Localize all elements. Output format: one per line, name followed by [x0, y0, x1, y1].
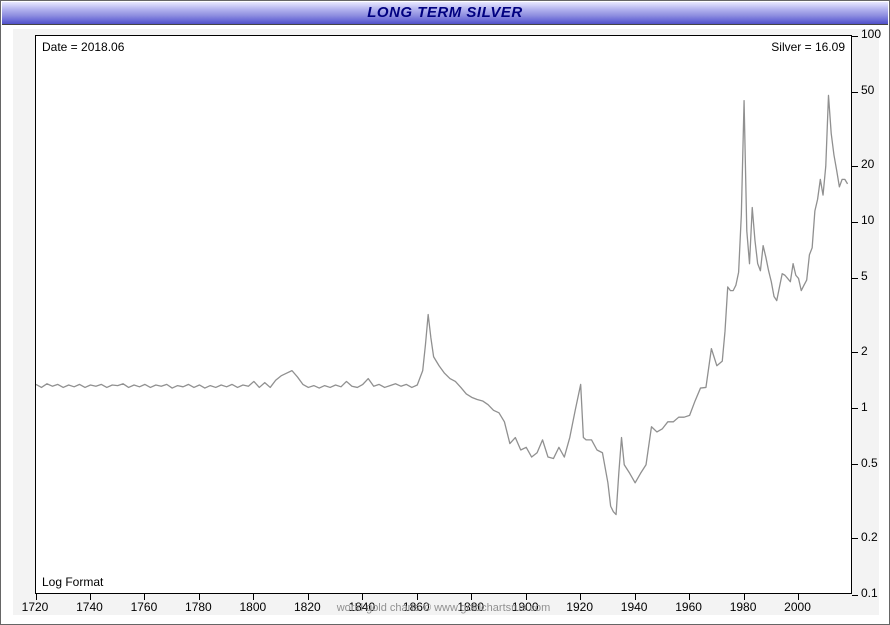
- y-axis-label: 2: [861, 344, 868, 358]
- silver-price-line: [36, 95, 848, 514]
- y-tick: [852, 538, 858, 539]
- y-tick: [852, 222, 858, 223]
- y-axis-label: 100: [861, 27, 881, 41]
- chart-title: LONG TERM SILVER: [367, 4, 523, 21]
- y-axis-label: 0.2: [861, 530, 878, 544]
- y-tick: [852, 352, 858, 353]
- y-axis-label: 0.1: [861, 586, 878, 600]
- plot-area: Date = 2018.06 Silver = 16.09 Log Format: [35, 35, 852, 594]
- title-bar: LONG TERM SILVER: [2, 2, 888, 25]
- y-axis-label: 0.5: [861, 456, 878, 470]
- y-tick: [852, 408, 858, 409]
- credit-text: world gold charts © www.goldchartsrus.co…: [35, 602, 852, 614]
- y-axis-label: 5: [861, 269, 868, 283]
- chart-container: LONG TERM SILVER Date = 2018.06 Silver =…: [0, 0, 890, 625]
- price-line-svg: [36, 36, 853, 595]
- y-axis-label: 50: [861, 83, 874, 97]
- y-tick: [852, 278, 858, 279]
- y-tick: [852, 92, 858, 93]
- y-axis-label: 10: [861, 213, 874, 227]
- y-axis-label: 1: [861, 400, 868, 414]
- y-tick: [852, 464, 858, 465]
- y-tick: [852, 166, 858, 167]
- y-axis-label: 20: [861, 157, 874, 171]
- y-tick: [852, 36, 858, 37]
- y-tick: [852, 595, 858, 596]
